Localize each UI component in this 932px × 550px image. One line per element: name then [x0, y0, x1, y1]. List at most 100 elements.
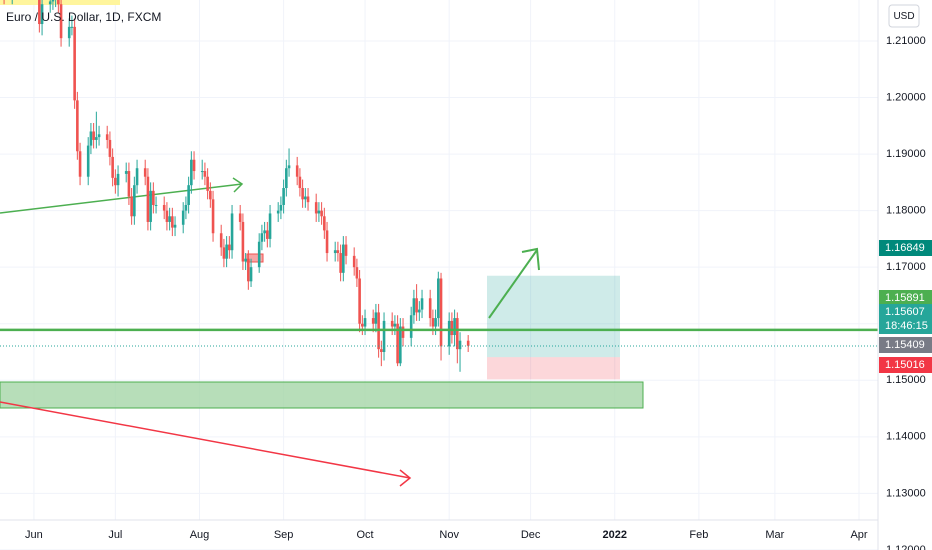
support-zone — [0, 381, 644, 409]
candle-body — [301, 188, 304, 200]
y-tick-label: 1.19000 — [886, 148, 926, 160]
price-label-box — [879, 290, 932, 306]
candle-body — [363, 318, 367, 327]
candle-body — [86, 145, 90, 177]
y-tick-label: 1.18000 — [886, 205, 926, 217]
candle-body — [450, 320, 454, 336]
candle-body — [399, 326, 402, 364]
x-tick-label: Apr — [850, 529, 867, 541]
x-tick-label: Sep — [274, 529, 294, 541]
candle-body — [149, 190, 152, 222]
candle-body — [116, 173, 120, 186]
candle-body — [165, 210, 169, 222]
candle-body — [95, 137, 98, 140]
candle-body — [133, 185, 136, 217]
low-label — [246, 253, 264, 263]
candle-body — [211, 199, 215, 234]
candle-body — [238, 213, 242, 222]
candle-body — [371, 318, 375, 324]
candle-body — [171, 216, 174, 228]
candle-body — [282, 188, 285, 205]
grid — [0, 0, 878, 550]
candle-body — [428, 298, 432, 319]
y-tick-label: 1.14000 — [886, 431, 926, 443]
candle-body — [317, 210, 321, 214]
y-tick-label: 1.21000 — [886, 35, 926, 47]
profit-zone — [487, 275, 620, 358]
candle-body — [154, 204, 158, 206]
candle-body — [89, 131, 93, 146]
candle-body — [401, 326, 405, 338]
candle-body — [247, 258, 250, 282]
candle-body — [222, 247, 226, 259]
price-label: 1.15607 — [885, 306, 925, 318]
plot — [0, 0, 878, 380]
x-tick-label: Nov — [439, 529, 459, 541]
candle-body — [420, 298, 424, 310]
candle-body — [412, 298, 416, 316]
candle-body — [230, 213, 234, 251]
candle-body — [396, 323, 399, 364]
candle-body — [249, 267, 253, 282]
price-label: 1.15016 — [885, 359, 925, 371]
x-tick-label: Jul — [108, 529, 122, 541]
arrow-head — [399, 469, 412, 487]
candle-body — [342, 244, 345, 273]
price-label-box — [879, 357, 932, 373]
currency-button[interactable] — [888, 4, 920, 28]
candle-body — [352, 255, 356, 268]
candle-body — [336, 250, 340, 254]
trend-line — [0, 183, 243, 214]
arrow-head — [521, 247, 540, 271]
candle-body — [135, 168, 139, 186]
candle-body — [339, 253, 342, 273]
candle-body — [184, 204, 188, 211]
candle-body — [304, 196, 307, 200]
candle-body — [181, 210, 185, 225]
candle-body — [38, 0, 41, 25]
candle-body — [244, 258, 247, 262]
price-label-box — [879, 337, 932, 353]
candle-body — [130, 196, 133, 217]
candle-body — [143, 168, 147, 177]
candle-body — [57, 0, 60, 5]
candle-body — [333, 250, 337, 254]
x-tick-label: Feb — [689, 529, 708, 541]
y-tick-label: 1.12000 — [886, 544, 926, 550]
candle-body — [124, 171, 128, 174]
candle-body — [73, 26, 76, 101]
candle-body — [276, 210, 280, 214]
candle-body — [344, 244, 348, 256]
candle-body — [431, 318, 435, 327]
candle-body — [97, 134, 101, 138]
candle-body — [415, 298, 418, 313]
candle-body — [257, 241, 261, 268]
candle-body — [287, 165, 291, 169]
candle-body — [78, 151, 82, 177]
candle-body — [209, 190, 212, 200]
candle-body — [434, 318, 437, 327]
candle-body — [219, 233, 223, 248]
candle-body — [268, 213, 272, 239]
candle-body — [192, 159, 196, 172]
candle-body — [48, 1, 52, 5]
candle-body — [418, 309, 421, 313]
x-tick-label: Aug — [190, 529, 210, 541]
candle-body — [447, 320, 451, 347]
currency-label[interactable]: USD — [893, 11, 914, 22]
candle-body — [162, 204, 166, 211]
candle-body — [314, 202, 318, 214]
candle-body — [114, 177, 117, 186]
candle-body — [355, 267, 359, 279]
chart-title: Euro / U.S. Dollar, 1D, FXCM — [6, 10, 161, 24]
candle-body — [190, 159, 193, 186]
candle-body — [108, 139, 112, 157]
candle-body — [67, 26, 71, 39]
candle-body — [59, 4, 63, 39]
y-tick-label: 1.20000 — [886, 91, 926, 103]
x-tick-label: 2022 — [602, 529, 626, 541]
candle-body — [295, 165, 299, 177]
candle-body — [409, 315, 413, 338]
x-tick-label: Oct — [356, 529, 373, 541]
